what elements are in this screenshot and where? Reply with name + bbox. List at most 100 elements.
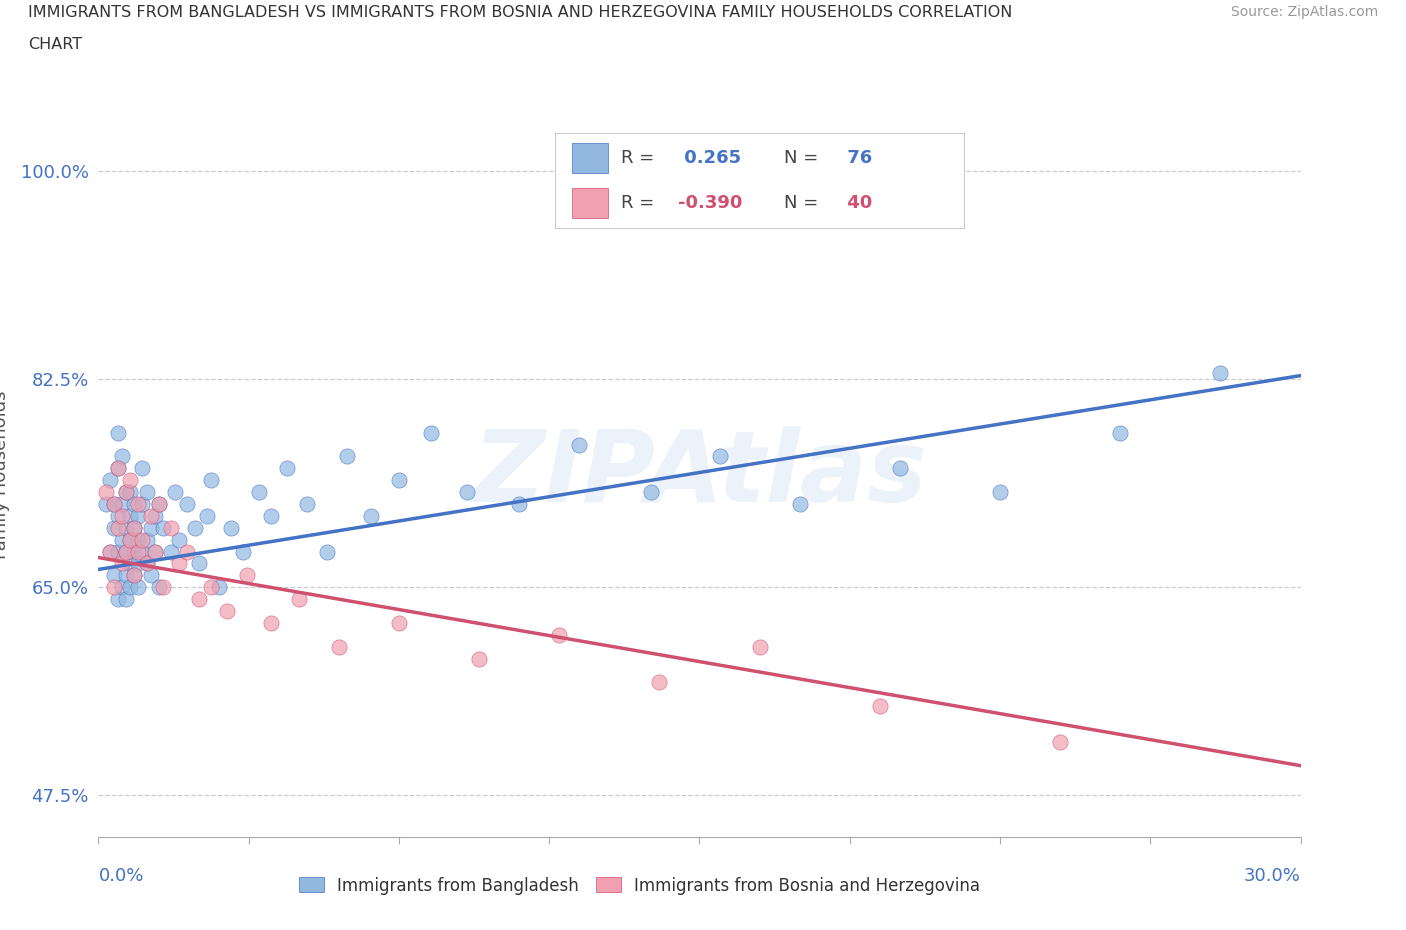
Point [1109, 425, 1132, 440]
Text: Source: ZipAtlas.com: Source: ZipAtlas.com [1230, 5, 1378, 19]
Point [107, 461, 129, 476]
Point [111, 579, 134, 594]
Point [124, 568, 146, 583]
Point [200, 579, 222, 594]
Point [159, 544, 181, 559]
Y-axis label: Family Households: Family Households [0, 390, 10, 559]
Point [135, 485, 157, 499]
Point [200, 472, 222, 487]
Point [103, 521, 125, 536]
Point [124, 521, 146, 536]
Point [388, 616, 411, 631]
Point [187, 591, 209, 606]
Point [131, 461, 153, 476]
Point [420, 425, 443, 440]
Point [135, 532, 157, 547]
Point [115, 485, 138, 499]
Point [131, 497, 153, 512]
Point [103, 497, 125, 512]
Point [115, 544, 138, 559]
Point [195, 509, 218, 524]
Point [131, 532, 153, 547]
Point [468, 651, 491, 666]
Text: 30.0%: 30.0% [1244, 867, 1301, 884]
Point [96, 485, 118, 499]
Point [328, 639, 350, 654]
Point [167, 556, 190, 571]
Point [176, 497, 198, 512]
Point [115, 591, 138, 606]
Point [128, 579, 150, 594]
Point [159, 521, 181, 536]
Point [183, 521, 205, 536]
Point [115, 544, 138, 559]
Point [187, 556, 209, 571]
Point [128, 497, 150, 512]
Point [100, 544, 122, 559]
Point [1229, 889, 1251, 904]
Point [219, 521, 242, 536]
Point [107, 544, 129, 559]
Point [167, 532, 190, 547]
Point [143, 544, 166, 559]
Point [115, 485, 138, 499]
Point [107, 521, 129, 536]
Point [120, 472, 142, 487]
Point [148, 579, 170, 594]
Point [336, 449, 359, 464]
Point [568, 437, 591, 452]
Point [111, 497, 134, 512]
Point [111, 449, 134, 464]
Point [107, 509, 129, 524]
Point [128, 544, 150, 559]
Point [131, 544, 153, 559]
Point [648, 675, 671, 690]
Point [135, 556, 157, 571]
Point [103, 568, 125, 583]
Point [176, 544, 198, 559]
Point [152, 579, 174, 594]
Point [107, 461, 129, 476]
Point [120, 485, 142, 499]
Point [709, 449, 731, 464]
Point [107, 591, 129, 606]
Point [260, 616, 283, 631]
Point [120, 579, 142, 594]
Point [640, 485, 662, 499]
Point [548, 628, 571, 643]
Point [388, 472, 411, 487]
Point [315, 544, 337, 559]
Point [128, 509, 150, 524]
Point [247, 485, 270, 499]
Point [143, 509, 166, 524]
Point [232, 544, 254, 559]
Point [360, 509, 382, 524]
Point [148, 497, 170, 512]
Point [124, 568, 146, 583]
Point [128, 532, 150, 547]
Point [100, 544, 122, 559]
Point [139, 568, 162, 583]
Text: 0.0%: 0.0% [98, 867, 143, 884]
Point [135, 556, 157, 571]
Point [456, 485, 478, 499]
Point [111, 532, 134, 547]
Point [120, 509, 142, 524]
Point [96, 497, 118, 512]
Point [148, 497, 170, 512]
Point [103, 497, 125, 512]
Point [869, 698, 891, 713]
Point [115, 568, 138, 583]
Point [215, 604, 238, 618]
Point [120, 556, 142, 571]
Point [120, 532, 142, 547]
Point [508, 497, 530, 512]
Point [288, 591, 311, 606]
Point [260, 509, 283, 524]
Point [748, 639, 770, 654]
Point [124, 544, 146, 559]
Point [1049, 735, 1071, 750]
Legend: Immigrants from Bangladesh, Immigrants from Bosnia and Herzegovina: Immigrants from Bangladesh, Immigrants f… [292, 870, 987, 901]
Point [115, 521, 138, 536]
Point [139, 509, 162, 524]
